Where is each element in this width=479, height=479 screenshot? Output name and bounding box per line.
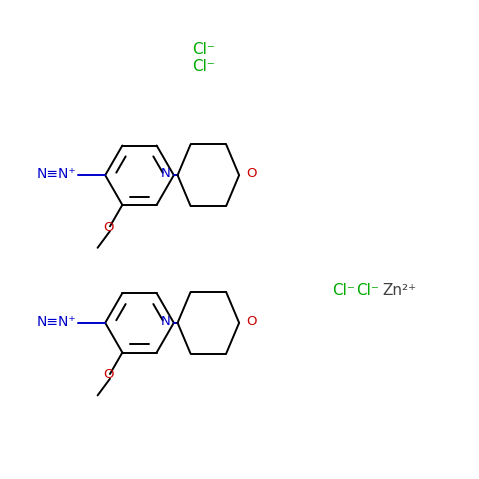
Text: N: N	[160, 315, 171, 328]
Text: Cl⁻: Cl⁻	[356, 284, 379, 298]
Text: N≡N⁺: N≡N⁺	[36, 167, 76, 181]
Text: N≡N⁺: N≡N⁺	[36, 315, 76, 329]
Text: Zn²⁺: Zn²⁺	[382, 284, 417, 298]
Text: O: O	[103, 221, 114, 234]
Text: O: O	[246, 167, 257, 180]
Text: Cl⁻: Cl⁻	[192, 42, 215, 57]
Text: O: O	[103, 368, 114, 381]
Text: Cl⁻: Cl⁻	[332, 284, 355, 298]
Text: N: N	[160, 167, 171, 180]
Text: Cl⁻: Cl⁻	[192, 59, 215, 74]
Text: O: O	[246, 315, 257, 328]
